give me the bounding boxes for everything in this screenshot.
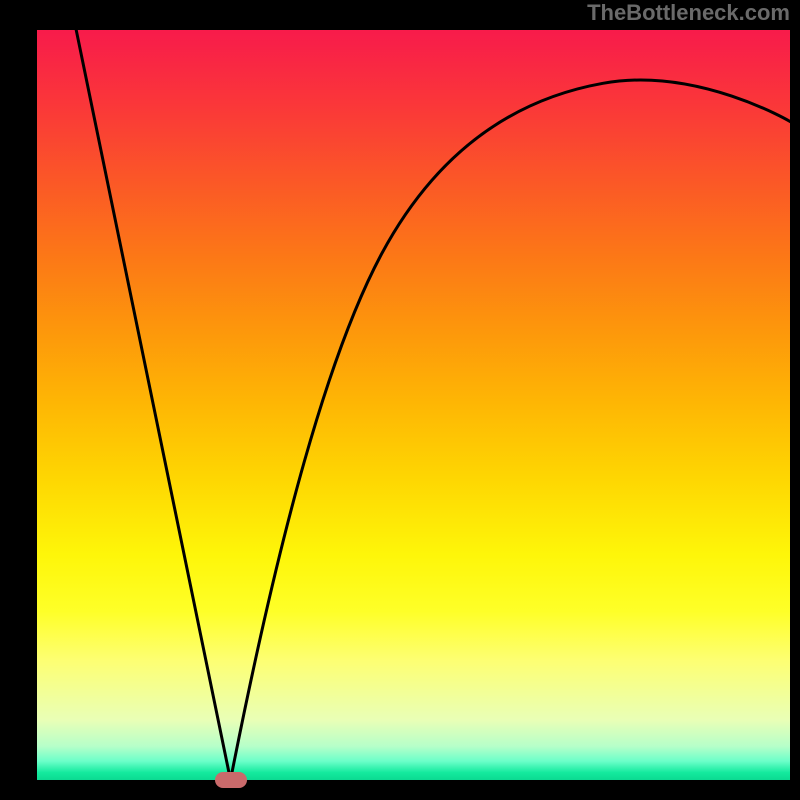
bottleneck-curve: [76, 30, 790, 780]
plot-area: [37, 30, 790, 780]
vertex-marker: [215, 772, 247, 788]
chart-container: { "meta": { "watermark_text": "TheBottle…: [0, 0, 800, 800]
curve-svg: [37, 30, 790, 780]
watermark-text: TheBottleneck.com: [587, 0, 790, 26]
